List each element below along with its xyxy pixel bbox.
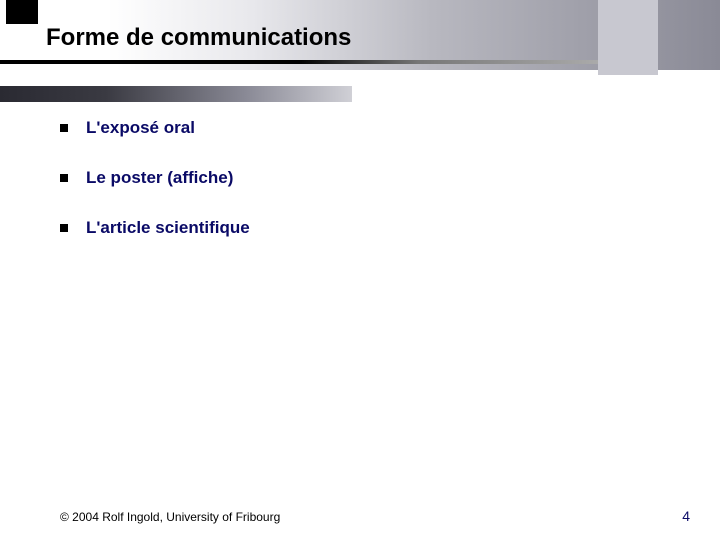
footer: © 2004 Rolf Ingold, University of Fribou…	[60, 508, 690, 524]
slide-title-area: Forme de communications	[46, 24, 351, 52]
list-item: Le poster (affiche)	[60, 168, 660, 188]
header-dark-stripe	[0, 86, 352, 102]
bullet-label: Le poster (affiche)	[86, 168, 233, 188]
list-item: L'exposé oral	[60, 118, 660, 138]
copyright-text: © 2004 Rolf Ingold, University of Fribou…	[60, 510, 280, 524]
bullet-icon	[60, 174, 68, 182]
list-item: L'article scientifique	[60, 218, 660, 238]
bullet-list: L'exposé oral Le poster (affiche) L'arti…	[60, 118, 660, 268]
title-underline	[0, 60, 598, 64]
bullet-label: L'exposé oral	[86, 118, 195, 138]
bullet-label: L'article scientifique	[86, 218, 250, 238]
logo-placeholder	[598, 0, 658, 75]
bullet-icon	[60, 124, 68, 132]
bullet-icon	[60, 224, 68, 232]
slide-title: Forme de communications	[46, 24, 351, 52]
page-number: 4	[682, 508, 690, 524]
corner-black-accent	[6, 0, 38, 24]
